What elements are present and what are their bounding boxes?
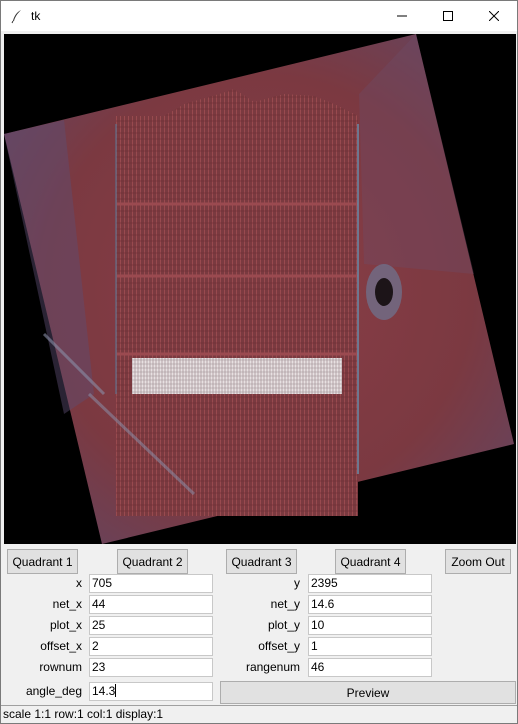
window-title: tk — [31, 9, 41, 23]
y-input[interactable]: 2395 — [308, 574, 432, 593]
maximize-icon — [443, 11, 453, 21]
preview-button[interactable]: Preview — [220, 681, 516, 704]
quadrant-1-button[interactable]: Quadrant 1 — [7, 549, 78, 574]
minimize-button[interactable] — [379, 1, 425, 31]
x-label: x — [76, 576, 82, 590]
rownum-input[interactable]: 23 — [89, 658, 213, 677]
title-bar[interactable]: tk — [1, 1, 517, 31]
aerial-field-image — [4, 34, 514, 544]
minimize-icon — [397, 15, 407, 17]
image-canvas[interactable] — [4, 34, 516, 544]
plot-y-label: plot_y — [267, 618, 300, 632]
plot-y-input[interactable]: 10 — [308, 616, 432, 635]
plot-x-input[interactable]: 25 — [89, 616, 213, 635]
quadrant-2-button[interactable]: Quadrant 2 — [117, 549, 188, 574]
rangenum-label: rangenum — [245, 660, 300, 674]
net-y-input[interactable]: 14.6 — [308, 595, 432, 614]
rangenum-input[interactable]: 46 — [308, 658, 432, 677]
angle-deg-value: 14.3 — [92, 684, 116, 698]
net-x-input[interactable]: 44 — [89, 595, 213, 614]
offset-x-input[interactable]: 2 — [89, 637, 213, 656]
close-button[interactable] — [471, 1, 517, 31]
quadrant-3-button[interactable]: Quadrant 3 — [226, 549, 297, 574]
y-label: y — [294, 576, 300, 590]
offset-y-label: offset_y — [258, 639, 300, 653]
net-x-label: net_x — [52, 597, 82, 611]
net-y-label: net_y — [270, 597, 300, 611]
angle-deg-input[interactable]: 14.3 — [89, 682, 213, 701]
offset-y-input[interactable]: 1 — [308, 637, 432, 656]
quadrant-4-button[interactable]: Quadrant 4 — [335, 549, 406, 574]
text-cursor — [115, 684, 117, 697]
maximize-button[interactable] — [425, 1, 471, 31]
angle-deg-label: angle_deg — [25, 684, 82, 698]
feather-icon — [9, 8, 25, 24]
offset-x-label: offset_x — [40, 639, 82, 653]
close-icon — [489, 11, 499, 21]
plot-x-label: plot_x — [49, 618, 82, 632]
quadrant-toolbar: Quadrant 1 Quadrant 2 Quadrant 3 Quadran… — [1, 546, 517, 576]
x-input[interactable]: 705 — [89, 574, 213, 593]
zoom-out-button[interactable]: Zoom Out — [445, 549, 511, 574]
status-bar: scale 1:1 row:1 col:1 display:1 — [1, 705, 517, 723]
rownum-label: rownum — [39, 660, 82, 674]
